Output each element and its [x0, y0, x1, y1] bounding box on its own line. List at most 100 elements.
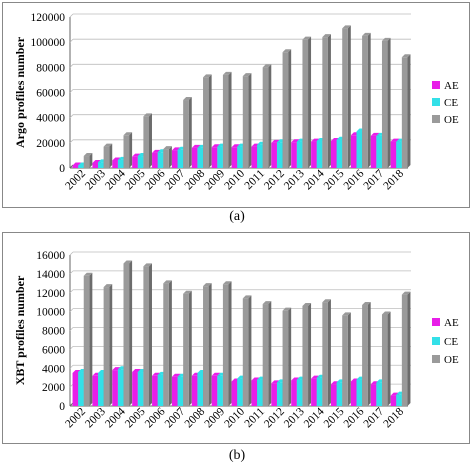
chart-1-y-axis-label: XBT profiles number	[13, 275, 27, 385]
chart-1-x-tick-label: 2004	[103, 405, 128, 430]
chart-1-bar-ce-2006	[157, 374, 164, 406]
chart-0-bar-top	[132, 153, 141, 157]
chart-b-frame	[2, 232, 470, 444]
chart-0-legend-label-ce: CE	[444, 97, 458, 109]
chart-1-bar-ce-2016	[356, 379, 363, 406]
chart-1-bar-top	[143, 263, 152, 267]
chart-0-bar-ce-2004	[117, 159, 124, 168]
chart-1-bar-ce-2015	[336, 382, 343, 406]
chart-1-bar-top	[163, 280, 172, 284]
chart-0-bar-side	[228, 71, 232, 168]
chart-0-gridline-depth	[69, 13, 74, 18]
chart-1-bar-ae-2018	[390, 395, 397, 406]
chart-0-bar-oe-2010	[242, 76, 249, 168]
chart-0-bar-side	[89, 153, 93, 168]
chart-0-bar-side	[109, 143, 113, 168]
chart-1-bar-side	[208, 283, 212, 406]
chart-0-bar-ce-2015	[336, 139, 343, 168]
chart-0-x-tick-label: 2003	[83, 167, 108, 192]
chart-1-bar-top	[152, 372, 161, 376]
chart-0-bar-top	[163, 146, 172, 150]
chart-0-bar-top	[203, 74, 212, 78]
chart-0-gridline-depth	[69, 114, 74, 118]
chart-1-bar-side	[268, 301, 272, 406]
chart-0-bar-ae-2017	[370, 135, 377, 168]
chart-0-bar-ce-2013	[296, 141, 303, 168]
chart-0-bar-top	[152, 149, 161, 153]
chart-1-bar-side	[188, 290, 192, 406]
chart-0-bar-oe-2018	[401, 57, 408, 169]
chart-0-bar-ce-2017	[376, 135, 382, 168]
chart-1-bar-top	[123, 260, 133, 264]
chart-1-bar-side	[148, 263, 152, 406]
chart-0-bar-ae-2018	[390, 141, 397, 168]
chart-0-x-tick-label: 2016	[342, 167, 367, 192]
chart-1-bar-ce-2009	[217, 375, 223, 406]
chart-1-x-tick-label: 2005	[123, 405, 148, 430]
chart-0-x-tick-label: 2010	[222, 167, 247, 192]
chart-0-bar-ae-2012	[271, 142, 277, 168]
chart-0-bar-oe-2004	[123, 135, 130, 168]
chart-1-bar-ce-2002	[78, 372, 84, 406]
chart-1-legend-swatch-ae	[432, 318, 440, 326]
chart-0-bar-top	[83, 153, 93, 157]
chart-1-legend-swatch-ce	[432, 337, 440, 345]
chart-1-bar-oe-2008	[203, 286, 209, 406]
chart-0-bar-ce-2003	[98, 162, 104, 168]
chart-0-bar-ce-2012	[276, 142, 283, 168]
chart-1-bar-oe-2012	[282, 310, 289, 406]
chart-0-y-tick-label: 0	[59, 163, 65, 175]
chart-0-x-tick-label: 2005	[123, 167, 148, 192]
chart-1-bar-ae-2002	[72, 372, 79, 406]
chart-0-bar-ae-2011	[251, 146, 258, 168]
chart-1-gridline-depth	[69, 308, 74, 312]
chart-0-bar-top	[381, 37, 391, 41]
chart-0-bar-top	[143, 113, 152, 117]
chart-0-bar-side	[288, 49, 292, 168]
chart-1-bar-ae-2013	[291, 380, 297, 406]
chart-1-bar-oe-2017	[381, 314, 388, 406]
chart-1-bar-top	[251, 377, 261, 381]
chart-0-bar-top	[231, 144, 241, 148]
chart-1-bar-ae-2016	[350, 381, 357, 406]
chart-1-x-tick-label: 2002	[63, 405, 88, 430]
chart-1-y-tick-label: 4000	[42, 363, 65, 375]
chart-0-gridline-depth	[69, 139, 74, 144]
chart-0-bar-top	[242, 73, 252, 77]
chart-0-bar-side	[148, 113, 152, 168]
chart-1-bar-oe-2005	[143, 266, 149, 406]
chart-0-bar-oe-2016	[362, 35, 368, 168]
chart-1-bar-top	[282, 307, 292, 311]
chart-0-bar-ce-2009	[217, 146, 223, 168]
chart-1-bar-ce-2005	[137, 372, 144, 406]
chart-0-bar-top	[271, 139, 280, 143]
chart-0-bar-top	[370, 132, 380, 136]
chart-0-bar-top	[282, 49, 292, 53]
chart-1-bar-ae-2008	[191, 375, 198, 406]
chart-1-x-tick-label: 2018	[381, 405, 406, 430]
chart-1-bar-ae-2004	[112, 370, 118, 406]
chart-1-bar-oe-2016	[362, 305, 368, 406]
chart-0-bar-ce-2006	[157, 152, 164, 168]
chart-1-bar-top	[242, 295, 252, 299]
chart-0-bar-top	[322, 34, 331, 38]
chart-1-legend-label-ae: AE	[444, 317, 459, 329]
chart-0-bar-ae-2004	[112, 160, 118, 168]
chart-0-bar-top	[390, 138, 400, 142]
chart-1-bar-top	[262, 301, 272, 305]
chart-0-legend-swatch-ae	[432, 81, 440, 89]
chart-0-bar-side	[387, 37, 391, 169]
chart-0-x-tick-label: 2004	[103, 167, 128, 192]
chart-1-bar-top	[183, 290, 192, 294]
chart-0-bar-top	[401, 54, 411, 58]
chart-1-bar-ae-2007	[171, 376, 178, 406]
chart-0-bar-ae-2015	[331, 140, 337, 168]
chart-0-bar-top	[72, 162, 82, 166]
chart-1-bar-top	[72, 369, 82, 373]
chart-1-y-tick-label: 12000	[36, 288, 65, 300]
chart-0-bar-ce-2014	[316, 140, 323, 168]
chart-0-legend-swatch-ce	[432, 98, 440, 106]
chart-0-bar-ce-2011	[257, 144, 263, 168]
chart-1-bar-ae-2010	[231, 381, 238, 406]
